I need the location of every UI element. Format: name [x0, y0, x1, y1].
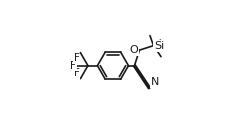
- Text: Si: Si: [154, 41, 164, 51]
- Text: N: N: [151, 77, 159, 87]
- Text: O: O: [129, 45, 138, 55]
- Text: F: F: [70, 61, 76, 71]
- Text: F: F: [74, 68, 80, 78]
- Text: F: F: [74, 53, 80, 63]
